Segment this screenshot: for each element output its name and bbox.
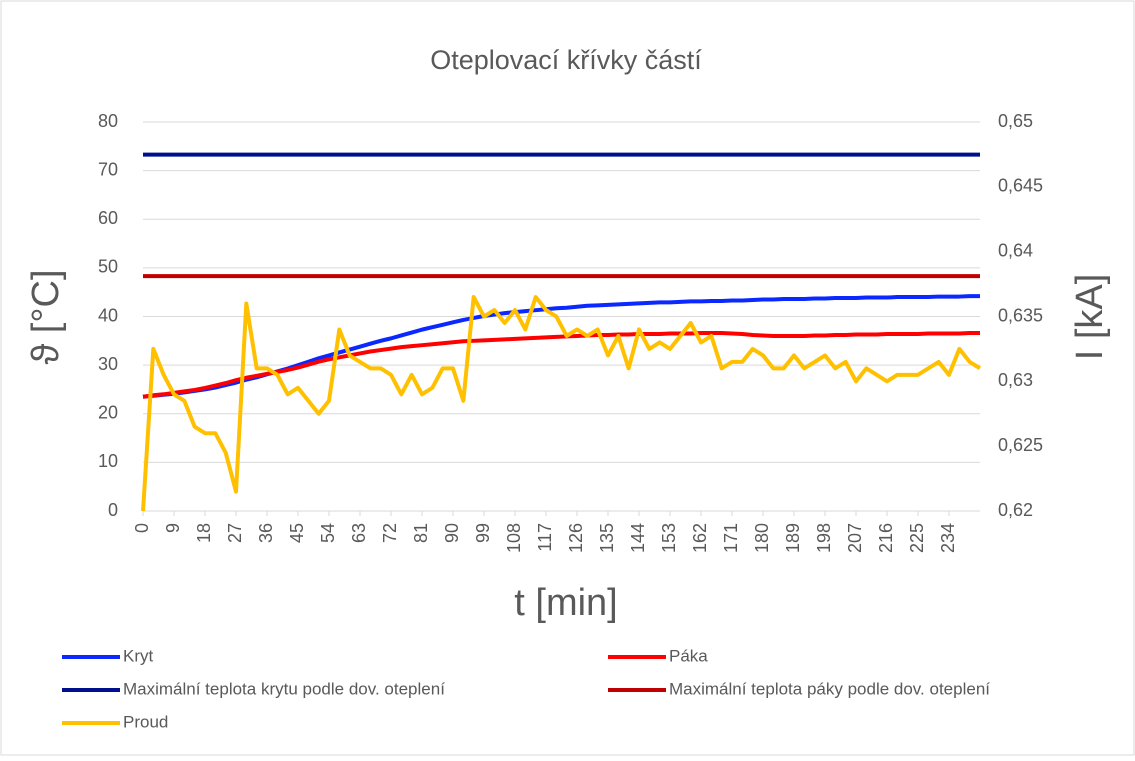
legend-label: Páka	[669, 646, 708, 665]
legend-label: Proud	[123, 712, 168, 731]
x-tick-label: 117	[535, 523, 555, 552]
y-axis-title: ϑ [°C]	[25, 269, 67, 364]
x-tick-label: 108	[504, 523, 524, 553]
x-tick-label: 207	[845, 523, 865, 553]
x-tick-label: 27	[225, 523, 245, 543]
x-tick-label: 171	[721, 523, 741, 553]
x-tick-label: 180	[752, 523, 772, 553]
y-tick-label: 40	[98, 305, 118, 325]
y-tick-label: 70	[98, 159, 118, 179]
x-tick-label: 153	[659, 523, 679, 553]
x-tick-label: 189	[783, 523, 803, 553]
y-tick-label: 10	[98, 451, 118, 471]
chart-title: Oteplovací křívky částí	[430, 45, 702, 75]
legend-label: Maximální teplota krytu podle dov. otepl…	[123, 679, 445, 698]
x-tick-label: 81	[411, 523, 431, 543]
y2-tick-label: 0,62	[998, 500, 1033, 520]
y-tick-label: 30	[98, 354, 118, 374]
x-tick-label: 72	[380, 523, 400, 543]
x-tick-label: 144	[628, 523, 648, 553]
x-tick-label: 216	[876, 523, 896, 553]
x-tick-label: 135	[597, 523, 617, 553]
x-tick-label: 54	[318, 523, 338, 543]
x-tick-label: 225	[907, 523, 927, 553]
x-tick-label: 0	[132, 523, 152, 533]
y-tick-label: 20	[98, 403, 118, 423]
x-axis-title: t [min]	[514, 582, 617, 624]
x-tick-label: 90	[442, 523, 462, 543]
y2-tick-label: 0,625	[998, 435, 1043, 455]
y-tick-label: 80	[98, 111, 118, 131]
x-tick-label: 63	[349, 523, 369, 543]
x-tick-label: 162	[690, 523, 710, 553]
legend-label: Maximální teplota páky podle dov. oteple…	[669, 679, 990, 698]
y2-tick-label: 0,635	[998, 305, 1043, 325]
series-line	[142, 331, 980, 399]
x-tick-label: 9	[163, 523, 183, 533]
y2-tick-label: 0,64	[998, 240, 1033, 260]
series-line	[141, 295, 982, 512]
legend-label: Kryt	[123, 646, 154, 665]
x-tick-label: 126	[566, 523, 586, 553]
y2-tick-label: 0,645	[998, 176, 1043, 196]
x-tick-label: 234	[938, 523, 958, 553]
y2-tick-label: 0,63	[998, 370, 1033, 390]
x-tick-label: 99	[473, 523, 493, 543]
y-tick-label: 0	[108, 500, 118, 520]
y2-axis-title: I [kA]	[1069, 274, 1111, 361]
x-tick-label: 45	[287, 523, 307, 543]
y-tick-label: 50	[98, 257, 118, 277]
y-tick-label: 60	[98, 208, 118, 228]
y2-tick-label: 0,65	[998, 111, 1033, 131]
x-tick-label: 36	[256, 523, 276, 543]
x-tick-label: 198	[814, 523, 834, 553]
x-tick-label: 18	[194, 523, 214, 543]
